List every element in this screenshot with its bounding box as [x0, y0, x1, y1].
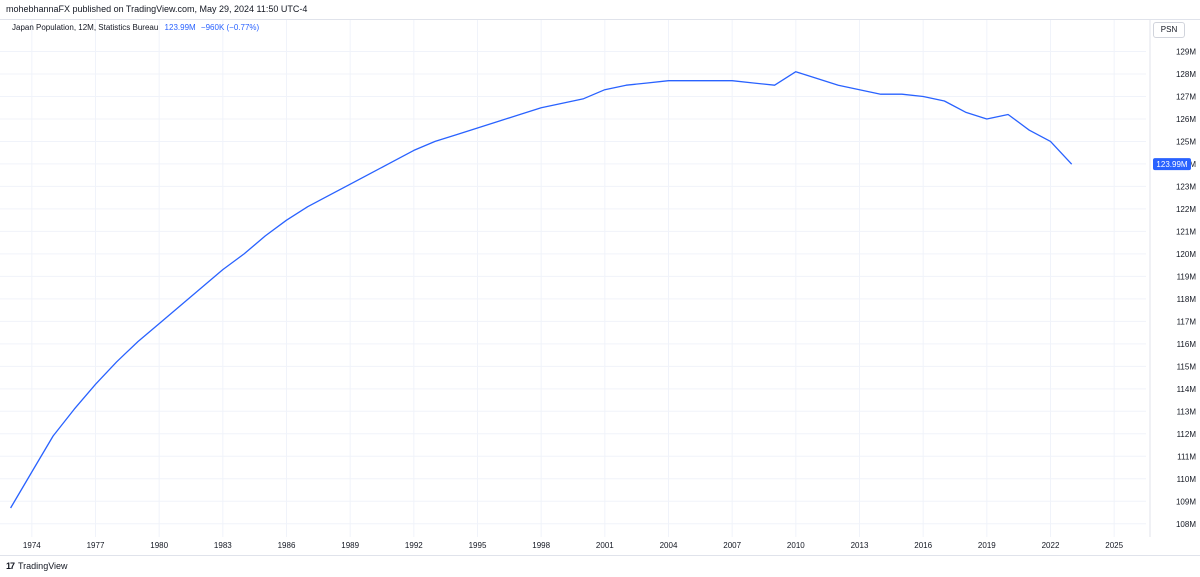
y-tick-label: 117M [1177, 317, 1197, 326]
x-tick-label: 1980 [150, 541, 168, 550]
x-tick-label: 1974 [23, 541, 41, 550]
chart-frame [0, 19, 1200, 556]
y-tick-label: 113M [1177, 407, 1197, 416]
x-tick-label: 2016 [914, 541, 932, 550]
y-tick-label: 115M [1177, 362, 1197, 371]
x-tick-label: 2001 [596, 541, 614, 550]
published-line: mohebhannaFX published on TradingView.co… [6, 4, 308, 14]
x-tick-label: 1998 [532, 541, 550, 550]
scale-mode-button[interactable]: PSN [1153, 22, 1185, 38]
legend-series-name: Japan Population, 12M, Statistics Bureau [12, 23, 159, 32]
x-tick-label: 1983 [214, 541, 232, 550]
y-tick-label: 123M [1176, 182, 1196, 191]
y-tick-label: 127M [1176, 92, 1196, 101]
y-tick-label: 121M [1176, 227, 1196, 236]
y-tick-label: 110M [1177, 475, 1197, 484]
y-tick-label: 108M [1176, 520, 1196, 529]
legend-last-value: 123.99M [164, 23, 196, 32]
x-tick-label: 1995 [469, 541, 487, 550]
x-tick-label: 2013 [851, 541, 869, 550]
y-tick-label: 125M [1176, 137, 1196, 146]
x-tick-label: 2019 [978, 541, 996, 550]
x-tick-label: 2007 [723, 541, 741, 550]
y-tick-label: 128M [1176, 70, 1196, 79]
y-tick-label: 126M [1176, 115, 1196, 124]
y-tick-label: 118M [1177, 295, 1197, 304]
last-price-label: 123.99M [1156, 160, 1187, 169]
x-tick-label: 2004 [660, 541, 678, 550]
x-tick-label: 1992 [405, 541, 423, 550]
footer-brand: TradingView [18, 561, 68, 571]
last-price-label-bg [1153, 158, 1191, 171]
y-tick-label: 111M [1177, 452, 1196, 461]
y-tick-label: 119M [1177, 272, 1197, 281]
x-tick-label: 1989 [341, 541, 359, 550]
x-tick-label: 2025 [1105, 541, 1123, 550]
x-tick-label: 1977 [87, 541, 105, 550]
tradingview-logo-icon: 17 [6, 561, 15, 571]
y-tick-label: 116M [1177, 340, 1197, 349]
y-tick-label: 112M [1177, 430, 1197, 439]
x-tick-label: 2022 [1042, 541, 1060, 550]
y-tick-label: 129M [1176, 47, 1196, 56]
y-tick-label: 109M [1176, 497, 1196, 506]
y-tick-label: 122M [1176, 205, 1196, 214]
y-tick-label: 114M [1177, 385, 1197, 394]
legend-change: −960K (−0.77%) [200, 23, 260, 32]
x-tick-label: 2010 [787, 541, 805, 550]
x-tick-label: 1986 [278, 541, 296, 550]
chart-legend[interactable]: Japan Population, 12M, Statistics Bureau… [12, 23, 259, 32]
series-line[interactable] [10, 71, 1073, 509]
footer: 17 TradingView [6, 561, 68, 571]
y-tick-label: 120M [1176, 250, 1196, 259]
